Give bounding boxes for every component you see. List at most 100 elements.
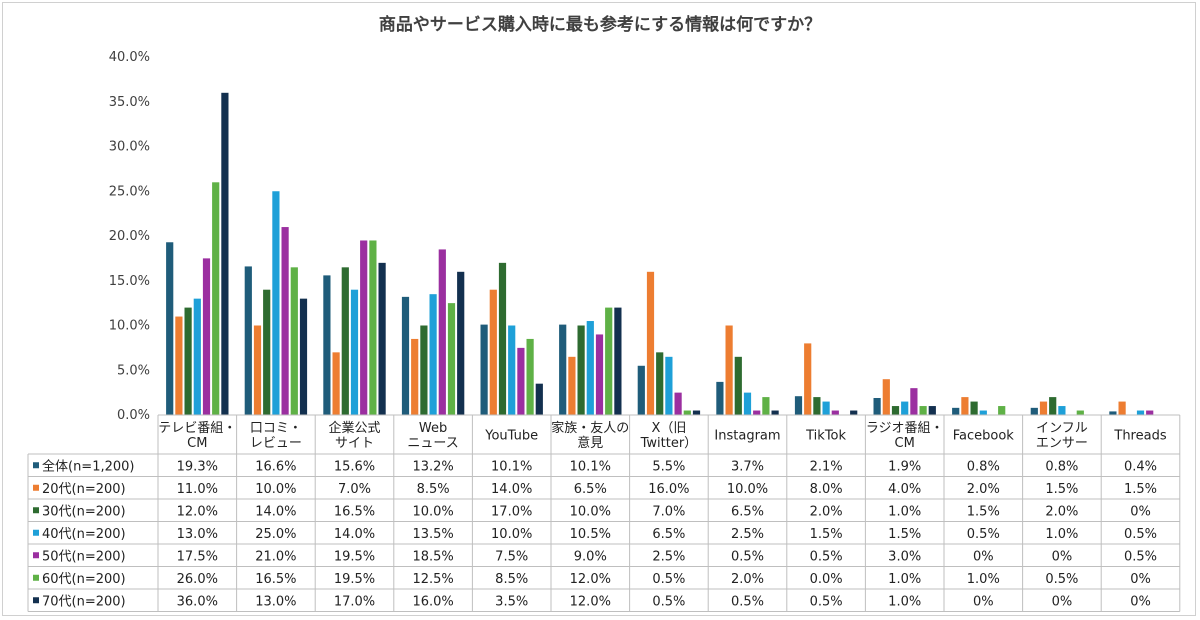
y-tick-label: 15.0%: [109, 274, 150, 289]
data-label: 0.5%: [731, 549, 764, 564]
data-label: 12.5%: [412, 572, 453, 587]
data-label: 10.0%: [570, 504, 611, 519]
data-label: 0.5%: [810, 594, 843, 609]
bar-3-4: [438, 249, 446, 415]
data-label: 10.0%: [491, 527, 532, 542]
data-label: 13.0%: [255, 594, 296, 609]
bar-1-5: [290, 267, 298, 415]
y-tick-label: 5.0%: [117, 363, 150, 378]
category-label: Facebook: [953, 429, 1015, 444]
data-label: 1.9%: [888, 459, 921, 474]
legend-key-5: [33, 574, 39, 581]
category-label: ラジオ番組・: [866, 421, 944, 436]
data-label: 0.8%: [1045, 459, 1078, 474]
legend-key-4: [33, 552, 39, 559]
bar-6-5: [683, 410, 691, 415]
bar-4-1: [489, 289, 497, 415]
data-label: 10.5%: [570, 527, 611, 542]
y-tick-label: 25.0%: [109, 184, 150, 199]
category-label: X（旧: [651, 421, 686, 436]
data-label: 16.5%: [255, 572, 296, 587]
category-label: 企業公式: [328, 420, 380, 436]
category-label: 意見: [577, 435, 603, 451]
bar-10-5: [998, 406, 1006, 415]
data-label: 0%: [1130, 594, 1151, 609]
data-label: 1.0%: [1045, 527, 1078, 542]
data-label: 1.0%: [888, 572, 921, 587]
bar-6-2: [656, 352, 664, 415]
series-name: 全体(n=1,200): [42, 458, 135, 474]
y-tick-label: 40.0%: [109, 50, 150, 65]
data-label: 26.0%: [177, 572, 218, 587]
data-label: 25.0%: [255, 527, 296, 542]
bar-7-5: [762, 397, 770, 415]
bar-7-3: [743, 392, 752, 415]
bar-4-0: [480, 324, 488, 415]
y-tick-label: 10.0%: [109, 319, 150, 334]
bar-6-3: [665, 356, 673, 415]
category-label: CM: [187, 436, 207, 451]
data-label: 1.0%: [967, 572, 1000, 587]
bar-9-3: [901, 401, 909, 415]
data-label: 7.0%: [338, 482, 371, 497]
bar-2-4: [360, 240, 368, 415]
category-label: CM: [895, 436, 915, 451]
bar-1-0: [244, 266, 252, 415]
category-label: Instagram: [714, 429, 780, 444]
data-label: 15.6%: [334, 459, 375, 474]
data-label: 2.1%: [810, 459, 843, 474]
category-label: ニュース: [407, 436, 458, 451]
bar-6-0: [637, 365, 645, 415]
data-label: 2.0%: [731, 572, 764, 587]
chart-title: 商品やサービス購入時に最も参考にする情報は何ですか？: [378, 15, 822, 35]
bar-3-1: [411, 338, 419, 415]
data-label: 6.5%: [574, 482, 607, 497]
data-label: 10.1%: [570, 459, 611, 474]
bar-0-3: [193, 298, 201, 415]
bar-1-4: [281, 227, 289, 415]
data-label: 18.5%: [412, 549, 453, 564]
data-label: 0.4%: [1124, 459, 1157, 474]
data-label: 16.5%: [334, 504, 375, 519]
data-label: 0.0%: [810, 572, 843, 587]
bar-2-6: [378, 262, 386, 415]
bar-4-2: [498, 262, 507, 415]
series-name: 30代(n=200): [42, 504, 126, 519]
data-label: 19.5%: [334, 572, 375, 587]
bar-7-6: [771, 410, 779, 415]
bar-11-0: [1030, 407, 1038, 415]
data-label: 3.7%: [731, 459, 764, 474]
data-label: 11.0%: [177, 482, 218, 497]
data-label: 14.0%: [255, 504, 296, 519]
bar-3-2: [420, 325, 428, 415]
data-label: 1.5%: [1124, 482, 1157, 497]
bar-4-4: [517, 347, 525, 415]
data-label: 1.5%: [1045, 482, 1078, 497]
data-label: 0.5%: [810, 549, 843, 564]
bar-10-0: [952, 407, 960, 415]
data-label: 0.5%: [1124, 549, 1157, 564]
data-label: 13.5%: [412, 527, 453, 542]
bar-10-1: [961, 397, 969, 415]
data-label: 0.8%: [967, 459, 1000, 474]
data-label: 0%: [1130, 572, 1151, 587]
bar-11-5: [1076, 410, 1084, 415]
bar-12-0: [1109, 411, 1117, 415]
bar-10-2: [970, 401, 978, 415]
data-label: 7.0%: [652, 504, 685, 519]
bar-8-2: [813, 397, 821, 415]
data-label: 21.0%: [255, 549, 296, 564]
category-label: テレビ番組・: [158, 421, 236, 436]
bar-4-6: [535, 383, 543, 415]
category-label: Web: [419, 421, 447, 436]
data-label: 3.0%: [888, 549, 921, 564]
bar-0-2: [184, 307, 192, 415]
data-label: 4.0%: [888, 482, 921, 497]
category-label: Twitter）: [640, 436, 698, 451]
legend-key-3: [33, 529, 39, 536]
data-label: 0.5%: [652, 594, 685, 609]
data-label: 10.0%: [255, 482, 296, 497]
data-label: 0%: [1052, 594, 1073, 609]
bar-2-1: [332, 352, 340, 415]
bar-7-4: [753, 410, 761, 415]
